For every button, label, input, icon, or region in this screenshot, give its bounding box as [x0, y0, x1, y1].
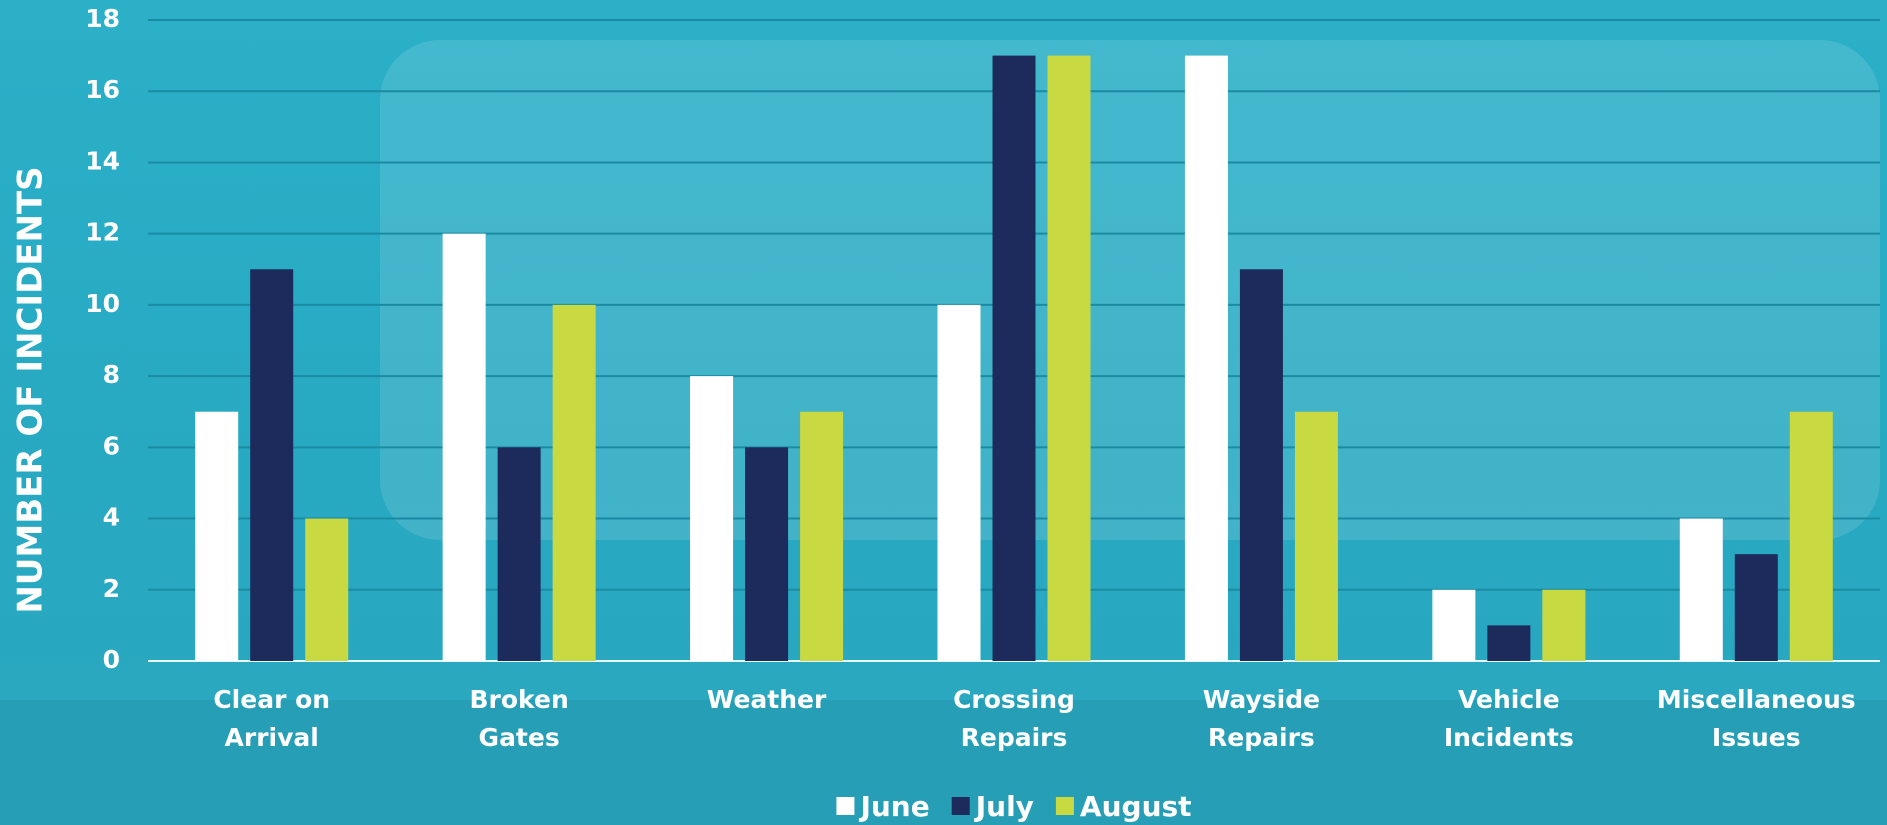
x-tick-label: Crossing Repairs [894, 681, 1134, 757]
bar [1240, 269, 1283, 661]
y-tick-label: 6 [103, 431, 120, 460]
bar [800, 412, 843, 661]
y-tick-label: 14 [85, 146, 120, 175]
bar [305, 519, 348, 661]
legend-swatch [952, 797, 970, 815]
y-tick-label: 18 [85, 4, 120, 33]
y-tick-label: 10 [85, 289, 120, 318]
y-tick-label: 0 [103, 645, 120, 674]
x-tick-label: Broken Gates [399, 681, 639, 757]
bar [498, 447, 541, 661]
bar [250, 269, 293, 661]
bar [1487, 625, 1530, 661]
y-tick-label: 8 [103, 360, 120, 389]
x-tick-label: Weather [647, 681, 887, 719]
bar [195, 412, 238, 661]
bar [553, 305, 596, 661]
x-tick-label: Vehicle Incidents [1389, 681, 1629, 757]
bar [1295, 412, 1338, 661]
x-tick-label: Clear on Arrival [152, 681, 392, 757]
chart-page: NUMBER OF INCIDENTS 0 2 4 6 8 10 12 14 16 18 June J… [0, 0, 1887, 825]
bar [690, 376, 733, 661]
bar [1185, 56, 1228, 661]
bar [1048, 56, 1091, 661]
bar [1735, 554, 1778, 661]
legend-label: August [1080, 790, 1192, 823]
y-tick-label: 2 [103, 574, 120, 603]
bar [1790, 412, 1833, 661]
bar [938, 305, 981, 661]
legend-label: July [974, 790, 1034, 823]
legend-label: June [858, 790, 929, 823]
bar [443, 234, 486, 661]
y-tick-label: 12 [85, 218, 120, 247]
legend-swatch [1056, 797, 1074, 815]
y-axis-label: NUMBER OF INCIDENTS [11, 166, 51, 613]
bar [1680, 519, 1723, 661]
bar [1432, 590, 1475, 661]
y-tick-label: 4 [103, 503, 120, 532]
bar [993, 56, 1036, 661]
x-tick-label: Miscellaneous Issues [1636, 681, 1876, 757]
bar [1542, 590, 1585, 661]
bar [745, 447, 788, 661]
y-tick-label: 16 [85, 75, 120, 104]
legend-swatch [836, 797, 854, 815]
x-tick-label: Wayside Repairs [1141, 681, 1381, 757]
